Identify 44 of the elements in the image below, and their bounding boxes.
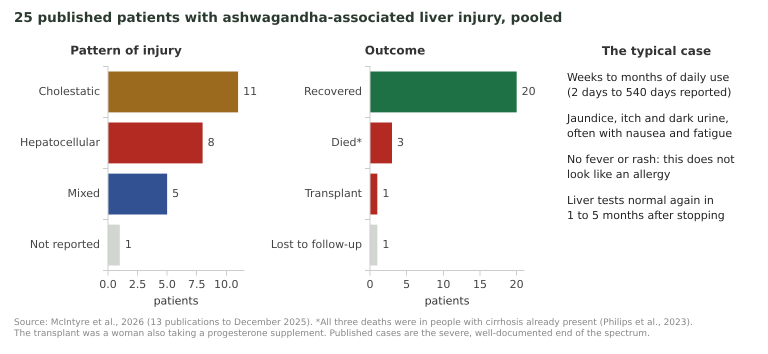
y-tick-label: Hepatocellular (20, 136, 100, 149)
y-tick-label: Transplant (304, 186, 363, 200)
x-tick-label: 5.0 (158, 278, 176, 292)
text: Weeks to months of daily use (2 days to 540 days reported) (566, 70, 732, 100)
y-tick-label: Mixed (68, 186, 100, 200)
bar (108, 122, 203, 164)
bar (108, 174, 168, 214)
data-label: 1 (124, 238, 132, 251)
text: The transplant was a woman also taking a progesterone supplement. Published cases are the severe, well-documented end of the spectrum. (14, 329, 651, 340)
text: No fever or rash: this does not look like an allergy (566, 152, 736, 182)
chart-subtitle: Pattern of injury (70, 43, 182, 58)
y-tick-label: Lost to follow-up (270, 238, 362, 251)
chart-title: Outcome (364, 43, 426, 58)
data-label: 1 (382, 186, 390, 200)
data-label: 1 (382, 238, 390, 251)
y-tick-label: Not reported (30, 238, 100, 251)
y-tick-label: Cholestatic (38, 84, 100, 98)
x-tick-label: 0.0 (99, 278, 117, 292)
text: 25 published patients with ashwagandha-associated liver injury, pooled (14, 10, 562, 26)
x-tick-label: 15 (473, 278, 487, 292)
data-label: 20 (522, 84, 536, 98)
x-tick-label: 10.0 (214, 278, 239, 292)
source-note: Source: McIntyre et al., 2026 (13 publications to December 2025). *All three deaths were in people with cirrhosis already present (Philips et al., 2023). (14, 318, 693, 329)
bar (370, 122, 392, 164)
x-tick-label: 5 (403, 278, 410, 292)
bar (370, 72, 517, 112)
x-tick-label: 2.5 (128, 278, 146, 292)
x-tick-label: 7.5 (188, 278, 206, 292)
data-label: 8 (208, 136, 215, 149)
x-tick-label: 10 (436, 278, 450, 292)
x-tick-label: 20 (510, 278, 524, 292)
data-label: 11 (243, 84, 258, 98)
x-tick-label: 0 (366, 278, 374, 292)
data-label: 3 (397, 136, 404, 149)
x-axis-title: patients (424, 294, 470, 308)
y-tick-label: Died* (331, 136, 362, 149)
x-axis-title: patients (154, 294, 199, 308)
bar (370, 174, 378, 214)
y-tick-label: Recovered (304, 84, 362, 98)
data-label: 5 (172, 186, 180, 200)
text: Jaundice, itch and dark urine, often with nausea and fatigue (566, 111, 734, 141)
bar (108, 72, 238, 112)
text: The typical case (600, 43, 712, 58)
text: Liver tests normal again in 1 to 5 months after stopping (566, 193, 726, 223)
